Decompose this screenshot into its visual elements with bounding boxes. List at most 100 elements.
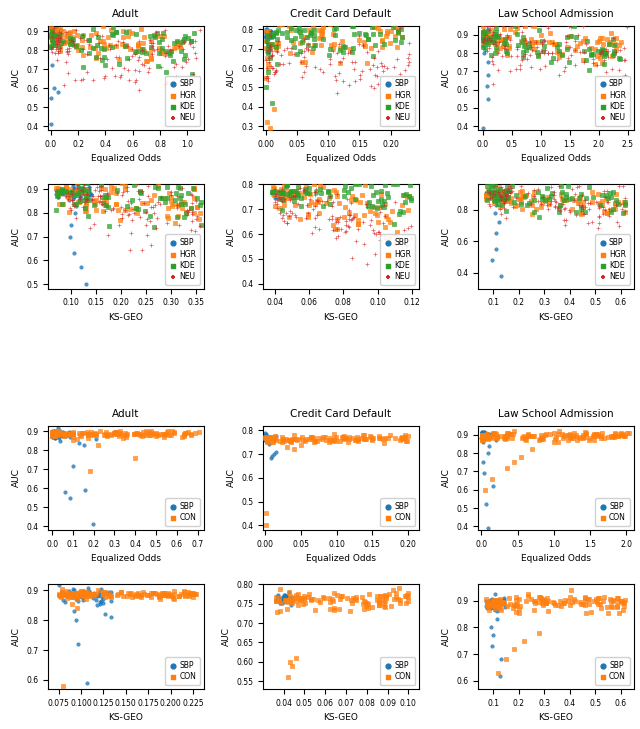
X-axis label: Equalized Odds: Equalized Odds (306, 554, 376, 564)
Point (77, 591, 87, 603)
Point (595, 200, 605, 211)
Point (483, 38, 493, 50)
Point (372, 594, 383, 606)
Point (482, 429, 492, 440)
Point (589, 429, 600, 440)
Point (50, 429, 60, 441)
Point (500, 190, 511, 202)
Point (64, 585, 74, 597)
Point (580, 206, 590, 217)
Point (596, 49, 607, 61)
Point (520, 190, 530, 201)
Point (330, 38, 340, 50)
Point (100, 429, 110, 440)
Point (196, 219, 206, 231)
Point (529, 36, 540, 48)
Point (492, 227, 502, 239)
Point (51, 427, 61, 439)
Point (272, 34, 282, 45)
Point (111, 187, 122, 199)
Point (580, 426, 590, 438)
Point (484, 25, 494, 36)
Point (146, 52, 156, 63)
Point (350, 593, 360, 605)
Point (602, 207, 612, 219)
Point (48, 428, 58, 440)
Point (166, 426, 177, 437)
Point (372, 61, 382, 73)
Point (76, 184, 86, 195)
Point (262, 29, 273, 41)
Point (158, 429, 168, 440)
Point (497, 190, 507, 202)
Point (120, 180, 131, 192)
Point (93, 31, 103, 43)
Point (306, 27, 316, 39)
Point (285, 186, 296, 198)
Point (285, 187, 295, 199)
Point (384, 233, 394, 244)
Point (492, 600, 502, 612)
Point (324, 436, 334, 448)
Point (589, 434, 599, 445)
Point (50, 428, 60, 440)
Point (297, 71, 307, 83)
Point (61, 30, 71, 42)
Point (299, 590, 309, 602)
Point (593, 45, 603, 57)
Point (339, 184, 349, 195)
Point (284, 592, 294, 604)
Point (161, 78, 171, 90)
Point (172, 42, 182, 53)
Point (540, 35, 550, 47)
Point (273, 36, 283, 48)
Point (500, 212, 511, 224)
Point (64, 187, 74, 198)
Point (354, 179, 364, 190)
Point (177, 196, 188, 208)
Point (346, 194, 356, 206)
Point (185, 38, 195, 50)
Point (592, 596, 602, 608)
Point (144, 589, 154, 601)
Point (611, 32, 621, 44)
Point (350, 193, 360, 205)
Point (490, 594, 500, 606)
Point (173, 37, 183, 49)
Point (478, 436, 488, 448)
Point (382, 28, 392, 39)
Point (557, 186, 567, 198)
Point (611, 197, 621, 208)
Point (46, 43, 56, 55)
Point (525, 20, 536, 32)
Point (363, 598, 373, 609)
Point (307, 46, 317, 58)
Point (159, 47, 170, 58)
Point (497, 190, 507, 202)
Point (495, 593, 505, 605)
Point (488, 78, 498, 90)
Point (72, 179, 83, 190)
Point (46, 31, 56, 43)
Point (82, 586, 92, 598)
Point (477, 429, 487, 440)
Title: Credit Card Default: Credit Card Default (291, 9, 391, 19)
Point (67, 38, 77, 50)
Point (344, 214, 354, 225)
Point (381, 26, 392, 37)
Point (173, 590, 184, 602)
Point (526, 198, 536, 210)
Point (75, 195, 85, 207)
Point (300, 597, 310, 609)
Point (484, 198, 495, 210)
Point (137, 198, 147, 209)
Point (499, 37, 509, 49)
Point (315, 184, 325, 195)
Point (278, 189, 289, 200)
Point (495, 42, 505, 54)
Point (479, 429, 490, 440)
Point (477, 430, 488, 442)
Point (493, 189, 504, 200)
Point (307, 227, 317, 238)
Point (47, 26, 57, 38)
